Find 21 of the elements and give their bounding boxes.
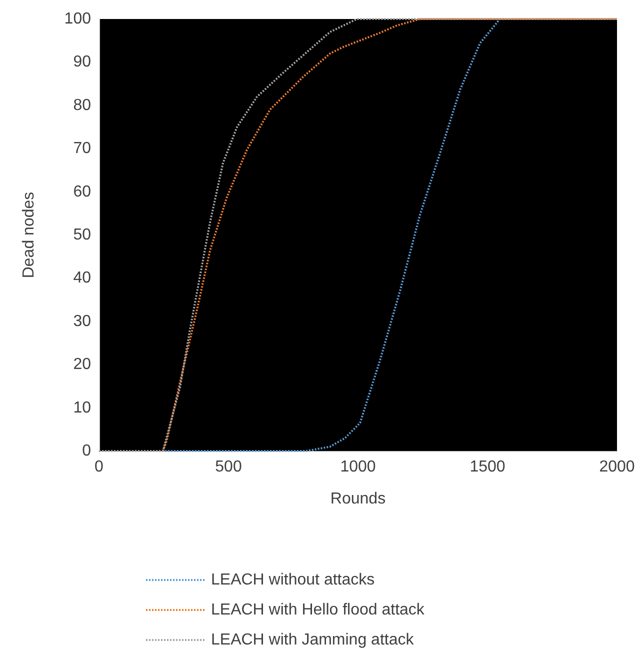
x-tick-label: 1500 bbox=[470, 458, 506, 476]
y-tick-label: 90 bbox=[73, 54, 92, 71]
y-tick-label: 0 bbox=[82, 442, 92, 460]
y-tick-label: 30 bbox=[73, 312, 92, 330]
y-tick-label: 50 bbox=[73, 226, 92, 244]
y-tick-label: 10 bbox=[73, 399, 92, 416]
y-tick-label: 70 bbox=[73, 140, 92, 158]
legend-label: LEACH with Hello flood attack bbox=[211, 602, 426, 618]
y-tick-label: 80 bbox=[73, 96, 92, 114]
x-tick-label: 2000 bbox=[599, 458, 635, 476]
legend-label: LEACH with Jamming attack bbox=[211, 632, 415, 648]
y-tick-label: 40 bbox=[73, 270, 92, 287]
y-tick-label: 20 bbox=[73, 356, 92, 374]
legend-label: LEACH without attacks bbox=[211, 572, 375, 588]
x-tick-label: 0 bbox=[94, 458, 104, 476]
y-axis-title: Dead nodes bbox=[20, 192, 38, 278]
x-axis-title: Rounds bbox=[330, 490, 386, 508]
y-tick-label: 100 bbox=[64, 10, 92, 28]
x-tick-label: 500 bbox=[215, 458, 242, 476]
y-tick-label: 60 bbox=[73, 183, 92, 200]
x-tick-label: 1000 bbox=[340, 458, 376, 476]
